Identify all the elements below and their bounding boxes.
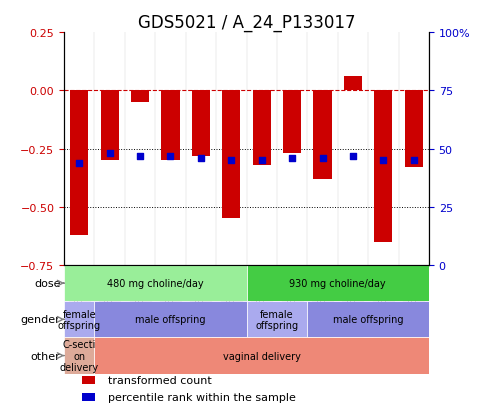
Bar [64,337,95,374]
Bar [82,375,95,384]
Point [197,155,205,162]
Text: gender: gender [21,315,61,325]
Title: GDS5021 / A_24_P133017: GDS5021 / A_24_P133017 [138,14,355,32]
Point [75,160,83,166]
Text: other: other [31,351,61,361]
Bar [246,301,307,337]
Text: female
offspring: female offspring [58,309,101,330]
Text: percentile rank within the sample: percentile rank within the sample [108,392,296,402]
Point [288,155,296,162]
Point [258,157,266,164]
Bar [374,91,392,242]
Text: C-secti
on
delivery: C-secti on delivery [60,339,99,372]
Bar [344,77,362,91]
Bar [161,91,179,161]
Text: transformed count: transformed count [108,375,211,385]
Point [136,153,144,159]
Text: female
offspring: female offspring [255,309,298,330]
Bar [405,91,423,168]
Text: vaginal delivery: vaginal delivery [223,351,301,361]
Text: male offspring: male offspring [333,315,403,325]
Bar [252,91,271,166]
Point [410,157,418,164]
Bar [307,301,429,337]
Bar [101,91,119,161]
Bar [192,91,210,156]
Text: 480 mg choline/day: 480 mg choline/day [107,278,204,288]
Point [318,155,326,162]
Point [106,150,113,157]
Bar [64,301,95,337]
Bar [82,393,95,401]
Text: 930 mg choline/day: 930 mg choline/day [289,278,386,288]
Bar [70,91,88,235]
Bar [64,265,246,301]
Point [167,153,175,159]
Bar [131,91,149,103]
Point [349,153,357,159]
Bar [246,265,429,301]
Point [380,157,387,164]
Bar [314,91,332,179]
Bar [283,91,301,154]
Text: dose: dose [34,278,61,288]
Bar [95,301,246,337]
Text: male offspring: male offspring [135,315,206,325]
Point [227,157,235,164]
Bar [222,91,241,219]
